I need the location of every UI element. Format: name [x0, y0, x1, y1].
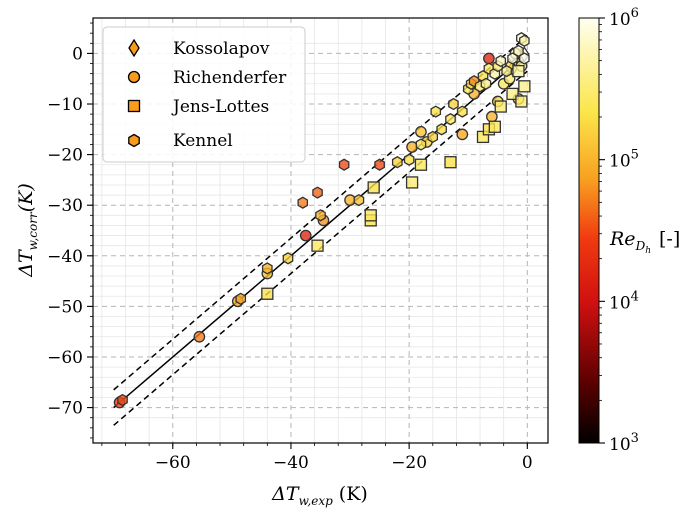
- richenderfer-marker: [456, 128, 469, 141]
- legend-circle-marker: [127, 70, 141, 84]
- x-tick-label: −60: [155, 453, 191, 473]
- colorbar-label-sub: D: [635, 239, 646, 253]
- legend-label-kennel: Kennel: [173, 131, 233, 151]
- legend-box: [102, 26, 306, 163]
- colorbar-tick-label: 103: [609, 431, 639, 455]
- axes-frame: [92, 17, 549, 444]
- jens-lottes-marker: [414, 158, 428, 171]
- legend-hexagon-marker: [128, 133, 140, 148]
- kennel-marker: [495, 54, 507, 68]
- kennel-marker: [445, 113, 456, 126]
- plot-area: −60 −40 −20 0 0 −10 −20 −30 −40 −50 −60 −70: [47, 17, 549, 473]
- kennel-marker: [456, 105, 468, 118]
- kennel-marker: [353, 193, 365, 207]
- legend-label-jens-lottes: Jens-Lottes: [171, 97, 269, 117]
- y-tick-label: −20: [47, 146, 83, 166]
- kennel-marker: [391, 156, 403, 169]
- jens-lottes-marker: [518, 80, 531, 93]
- kennel-marker: [513, 44, 524, 58]
- x-axis-label: ΔTw,exp (K): [271, 483, 368, 508]
- y-tick-label: −60: [47, 348, 83, 368]
- richenderfer-marker: [193, 330, 206, 343]
- jens-lottes-marker: [364, 209, 377, 222]
- x-tick-label: −20: [391, 453, 427, 473]
- colorbar-label: ReDh [-]: [609, 228, 680, 256]
- colorbar-ticks: 103 104 105 106: [599, 6, 639, 455]
- jens-lottes-marker: [444, 156, 457, 169]
- legend: Kossolapov Richenderfer Jens-Lottes Kenn…: [102, 26, 306, 163]
- colorbar-tick-label: 104: [609, 289, 639, 313]
- y-axis-label-unit: (K): [15, 183, 37, 212]
- legend-label-richenderfer: Richenderfer: [173, 68, 287, 88]
- kennel-marker: [312, 186, 323, 199]
- x-axis-label-main: ΔT: [271, 483, 300, 505]
- kennel-marker: [430, 105, 442, 118]
- colorbar-label-unit: [-]: [659, 228, 680, 250]
- y-axis-label-sub: w,corr: [26, 211, 40, 250]
- kennel-marker: [427, 130, 439, 144]
- colorbar: 103 104 105 106 ReDh [-]: [578, 6, 680, 455]
- richenderfer-marker: [299, 229, 312, 242]
- y-tick-label: −30: [47, 196, 83, 216]
- kennel-marker: [315, 209, 326, 222]
- y-axis-ticks: 0 −10 −20 −30 −40 −50 −60 −70: [47, 22, 93, 439]
- kennel-marker: [403, 153, 415, 166]
- jens-lottes-marker: [488, 120, 501, 133]
- y-axis-label-main: ΔT: [15, 249, 37, 278]
- legend-entry-kossolapov: Kossolapov: [128, 38, 270, 59]
- kennel-marker: [415, 138, 427, 151]
- y-tick-label: −40: [47, 247, 83, 267]
- kennel-marker: [282, 252, 294, 265]
- legend-square-marker: [127, 99, 141, 113]
- kennel-marker: [235, 292, 247, 305]
- kennel-marker: [436, 123, 447, 136]
- x-axis-label-unit: (K): [339, 483, 368, 505]
- kennel-marker: [519, 52, 530, 65]
- legend-entry-kennel: Kennel: [128, 131, 233, 151]
- legend-entry-jens-lottes: Jens-Lottes: [127, 97, 269, 117]
- richenderfer-marker: [415, 125, 427, 138]
- colorbar-gradient: [578, 17, 600, 444]
- y-tick-label: 0: [72, 44, 83, 64]
- data-markers: [113, 32, 531, 409]
- minor-grid: [93, 18, 548, 443]
- y-tick-label: −70: [47, 399, 83, 419]
- kennel-marker: [297, 196, 309, 209]
- jens-lottes-marker: [515, 95, 528, 108]
- kennel-marker: [338, 158, 350, 171]
- jens-lottes-marker: [311, 239, 324, 252]
- x-tick-label: −40: [273, 453, 309, 473]
- kennel-marker: [117, 393, 128, 407]
- jens-lottes-marker: [494, 100, 507, 113]
- x-axis-label-sub: w,exp: [299, 494, 334, 508]
- colorbar-label-main: Re: [609, 228, 636, 250]
- kennel-marker: [501, 64, 512, 78]
- kennel-marker: [480, 77, 492, 90]
- colorbar-tick-label: 105: [609, 148, 639, 172]
- legend-label-kossolapov: Kossolapov: [173, 39, 270, 59]
- jens-lottes-marker: [367, 181, 380, 194]
- jens-lottes-marker: [405, 176, 419, 189]
- x-axis-ticks: −60 −40 −20 0: [101, 443, 533, 473]
- kennel-marker: [519, 34, 530, 47]
- kennel-marker: [448, 97, 459, 111]
- y-tick-label: −50: [47, 297, 83, 317]
- richenderfer-marker: [486, 110, 498, 123]
- colorbar-tick-label: 106: [609, 6, 639, 30]
- x-tick-label: 0: [522, 453, 533, 473]
- kennel-marker: [261, 262, 273, 275]
- colorbar-label-subsub: h: [645, 246, 651, 256]
- y-tick-label: −10: [47, 95, 83, 115]
- jens-lottes-marker: [506, 87, 519, 101]
- legend-diamond-marker: [128, 38, 140, 58]
- kennel-marker: [374, 158, 385, 171]
- y-axis-label: ΔTw,corr(K): [15, 183, 40, 278]
- jens-lottes-marker: [512, 64, 525, 78]
- legend-entry-richenderfer: Richenderfer: [127, 68, 287, 88]
- jens-lottes-marker: [261, 287, 274, 300]
- richenderfer-marker: [483, 52, 495, 65]
